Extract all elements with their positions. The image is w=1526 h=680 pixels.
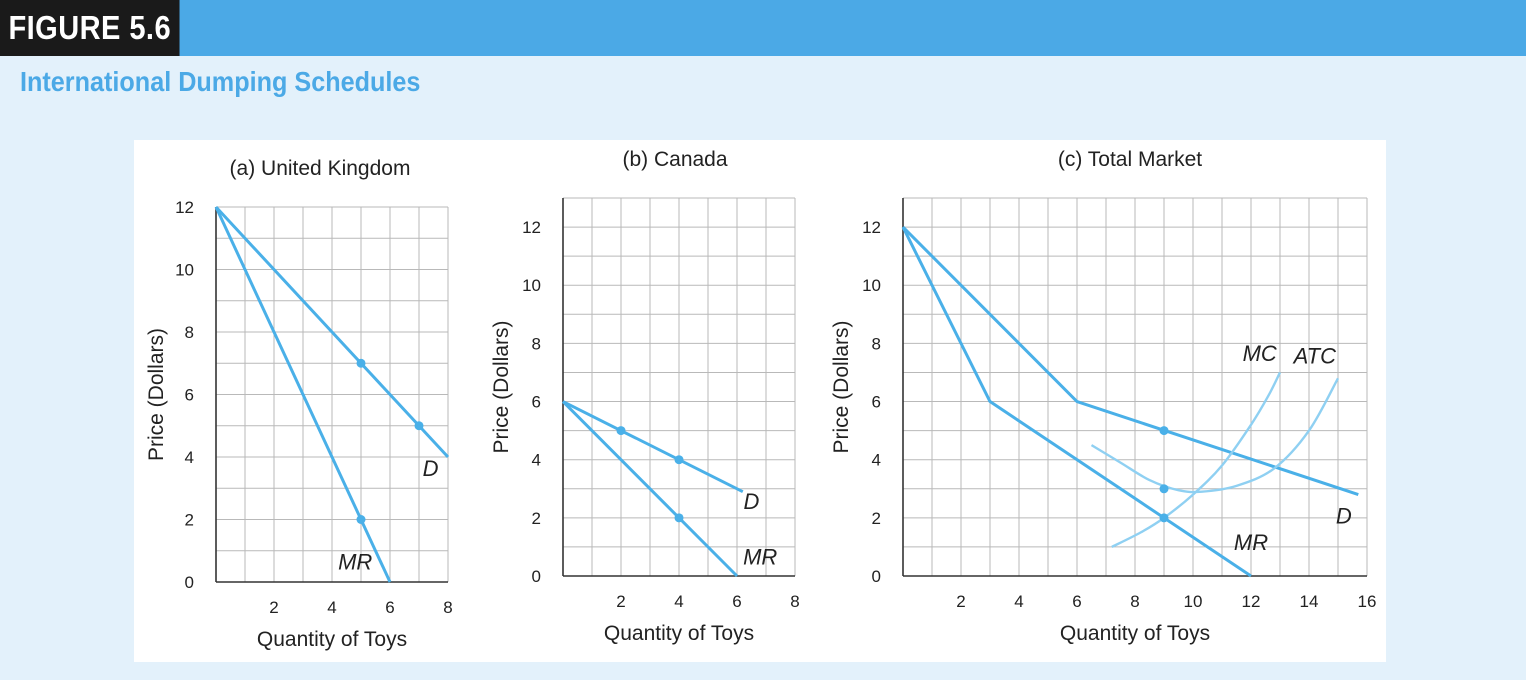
chart-panel-2: 0 2 4 6 8 10 12 2 4 6 8 (b) Canada Quantity of Toys P…: [490, 148, 800, 645]
data-point: [674, 455, 684, 465]
series-label-mc: MC: [1243, 341, 1277, 366]
y-axis-label: Price (Dollars): [830, 320, 853, 453]
chart-title: (c) Total Market: [1058, 148, 1202, 171]
y-tick-label: 10: [175, 261, 194, 280]
series-line-d: [214, 205, 450, 459]
series-label-atc: ATC: [1292, 344, 1336, 369]
series-label-d: D: [423, 456, 439, 481]
series-label-d: D: [744, 489, 760, 514]
series-line-d: [562, 400, 744, 494]
chart-panel-1: 0 2 4 6 8 10 12 2 4 6 8 (a) United Kingdom Quantity …: [145, 157, 453, 651]
y-tick-label: 4: [872, 451, 881, 470]
y-tick-label: 6: [532, 393, 541, 412]
series-line-d: [901, 226, 1359, 497]
data-point: [414, 421, 424, 431]
y-tick-label: 12: [522, 218, 541, 237]
data-point: [1159, 426, 1169, 436]
x-tick-label: 4: [327, 598, 336, 617]
x-axis-label: Quantity of Toys: [1060, 622, 1210, 645]
chart-title: (b) Canada: [622, 148, 727, 171]
x-tick-label: 4: [674, 592, 683, 611]
data-point: [1159, 513, 1169, 523]
x-tick-label: 8: [443, 598, 452, 617]
x-tick-label: 6: [1072, 592, 1081, 611]
y-tick-label: 8: [532, 334, 541, 353]
x-tick-label: 4: [1014, 592, 1023, 611]
series-line-atc: [1090, 377, 1340, 494]
series-line-mc: [1111, 371, 1282, 548]
y-tick-label: 2: [872, 509, 881, 528]
y-tick-label: 8: [185, 323, 194, 342]
figure-label: FIGURE 5.6: [0, 0, 180, 56]
series-label-d: D: [1336, 504, 1352, 529]
x-axis-label: Quantity of Toys: [604, 622, 754, 645]
y-tick-label: 2: [185, 511, 194, 530]
x-tick-label: 2: [269, 598, 278, 617]
y-tick-label: 4: [532, 451, 541, 470]
y-tick-label: 0: [185, 573, 194, 592]
x-tick-label: 6: [732, 592, 741, 611]
y-tick-label: 2: [532, 509, 541, 528]
y-tick-label: 8: [872, 334, 881, 353]
x-axis-label: Quantity of Toys: [257, 628, 407, 651]
x-tick-label: 8: [1130, 592, 1139, 611]
series-label-mr: MR: [743, 544, 777, 569]
y-tick-label: 0: [532, 567, 541, 586]
series-label-mr: MR: [1234, 530, 1268, 555]
y-tick-label: 12: [175, 198, 194, 217]
y-tick-label: 10: [522, 276, 541, 295]
data-point: [356, 515, 366, 524]
x-tick-label: 2: [956, 592, 965, 611]
x-tick-label: 6: [385, 598, 394, 617]
figure-header-bar: [0, 0, 1526, 56]
data-point: [616, 426, 626, 436]
figure-title: International Dumping Schedules: [20, 66, 421, 97]
series-line-mr: [561, 400, 739, 578]
chart-panel-3: 0 2 4 6 8 10 12 2 4 6 8 10 12 14 16 (c) Total Market Qua…: [830, 148, 1376, 645]
x-tick-label: 16: [1358, 592, 1377, 611]
y-tick-label: 12: [862, 218, 881, 237]
x-tick-label: 2: [616, 592, 625, 611]
y-tick-label: 6: [872, 393, 881, 412]
y-tick-label: 0: [872, 567, 881, 586]
y-tick-label: 4: [185, 448, 194, 467]
x-tick-label: 12: [1242, 592, 1261, 611]
x-tick-label: 8: [790, 592, 799, 611]
y-axis-label: Price (Dollars): [145, 328, 168, 461]
x-tick-label: 10: [1184, 592, 1203, 611]
x-tick-label: 14: [1300, 592, 1319, 611]
chart-title: (a) United Kingdom: [230, 157, 411, 180]
data-point: [356, 358, 366, 368]
y-tick-label: 10: [862, 276, 881, 295]
y-axis-label: Price (Dollars): [490, 320, 513, 453]
data-point: [1159, 484, 1169, 494]
y-tick-label: 6: [185, 386, 194, 405]
data-point: [674, 513, 684, 523]
series-label-mr: MR: [338, 550, 372, 575]
